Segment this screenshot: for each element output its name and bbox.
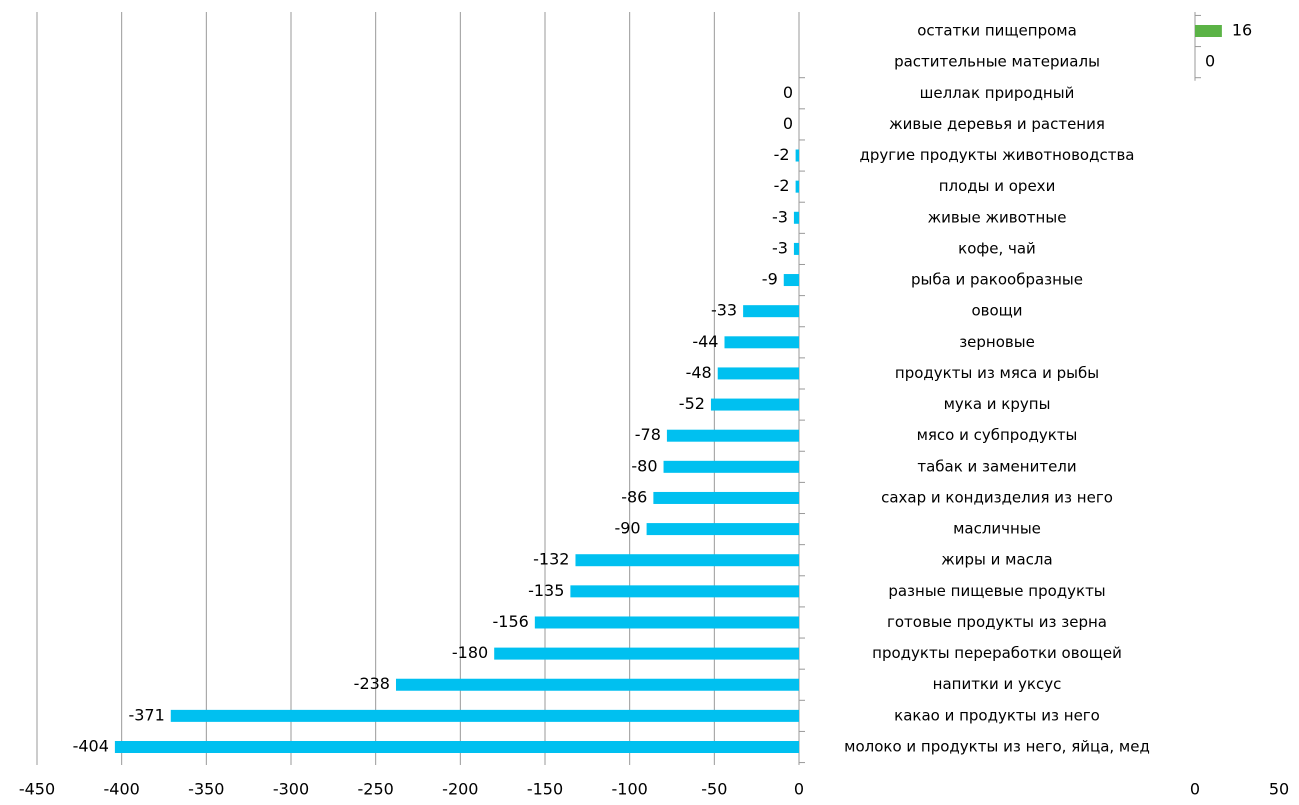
category-label: зерновые — [959, 333, 1035, 351]
data-label: -3 — [772, 238, 788, 257]
data-label: -132 — [533, 550, 569, 569]
category-label: плоды и орехи — [939, 177, 1056, 195]
category-label: готовые продукты из зерна — [887, 613, 1107, 631]
category-label: напитки и уксус — [933, 675, 1062, 693]
data-label: 0 — [783, 83, 793, 102]
x-tick-label: -50 — [701, 780, 727, 799]
category-label: остатки пищепрома — [917, 22, 1077, 40]
category-label: молоко и продукты из него, яйца, мед — [844, 738, 1150, 756]
bar — [570, 585, 799, 598]
bar — [1195, 25, 1222, 37]
x-tick-label: 50 — [1269, 780, 1289, 799]
bar — [114, 741, 800, 753]
data-label: -33 — [711, 301, 737, 320]
category-label: масличные — [953, 520, 1041, 538]
data-label: -371 — [128, 705, 164, 724]
data-label: -135 — [528, 581, 564, 600]
data-label: -80 — [631, 456, 657, 475]
x-tick-label: -200 — [442, 780, 478, 799]
data-label: -2 — [774, 145, 790, 164]
data-label: -180 — [452, 643, 488, 662]
bar — [783, 274, 799, 287]
x-tick-label: -300 — [273, 780, 309, 799]
data-label: -86 — [621, 487, 647, 506]
bar — [793, 211, 799, 224]
bar — [575, 554, 799, 567]
bar — [395, 678, 799, 691]
category-label: растительные материалы — [894, 53, 1100, 71]
x-tick-label: 0 — [1190, 780, 1200, 799]
category-label: продукты из мяса и рыбы — [895, 364, 1099, 382]
category-label: живые животные — [928, 208, 1067, 226]
category-label: другие продукты животноводства — [860, 146, 1135, 164]
category-label: овощи — [971, 302, 1022, 320]
data-label: 0 — [1205, 52, 1215, 71]
data-label: -90 — [614, 519, 640, 538]
x-tick-label: -100 — [612, 780, 648, 799]
x-tick-label: -250 — [358, 780, 394, 799]
category-label: сахар и кондизделия из него — [881, 488, 1113, 506]
category-label: какао и продукты из него — [894, 706, 1100, 724]
bar — [646, 523, 799, 536]
x-tick-label: 0 — [794, 780, 804, 799]
category-label: жиры и масла — [941, 551, 1052, 569]
data-label: -9 — [762, 270, 778, 289]
category-label: кофе, чай — [958, 239, 1036, 257]
bar — [653, 491, 799, 504]
category-label: табак и заменители — [917, 457, 1076, 475]
data-label: -78 — [635, 425, 661, 444]
bar — [724, 336, 799, 349]
data-label: -52 — [679, 394, 705, 413]
bar — [666, 429, 799, 442]
bar — [717, 367, 799, 380]
bar — [710, 398, 799, 411]
data-label: -44 — [692, 332, 718, 351]
category-label: мясо и субпродукты — [917, 426, 1078, 444]
category-label: продукты переработки овощей — [872, 644, 1122, 662]
bar — [795, 180, 799, 193]
bar — [663, 460, 799, 473]
category-label: шеллак природный — [920, 84, 1075, 102]
category-label: рыба и ракообразные — [911, 271, 1083, 289]
x-tick-label: -150 — [527, 780, 563, 799]
category-label: мука и крупы — [944, 395, 1051, 413]
x-tick-label: -450 — [19, 780, 55, 799]
data-label: -3 — [772, 207, 788, 226]
category-label: живые деревья и растения — [889, 115, 1105, 133]
data-label: -404 — [73, 737, 109, 756]
x-tick-label: -400 — [104, 780, 140, 799]
data-label: 16 — [1232, 21, 1252, 40]
bar — [793, 242, 799, 255]
bar — [494, 647, 799, 660]
bar — [534, 616, 799, 629]
data-label: -156 — [493, 612, 529, 631]
x-tick-label: -350 — [188, 780, 224, 799]
data-label: -2 — [774, 176, 790, 195]
category-label: разные пищевые продукты — [888, 582, 1105, 600]
bar — [743, 305, 799, 318]
bar — [795, 149, 799, 162]
data-label: -238 — [354, 674, 390, 693]
data-label: 0 — [783, 114, 793, 133]
data-label: -48 — [686, 363, 712, 382]
bar — [170, 709, 800, 722]
